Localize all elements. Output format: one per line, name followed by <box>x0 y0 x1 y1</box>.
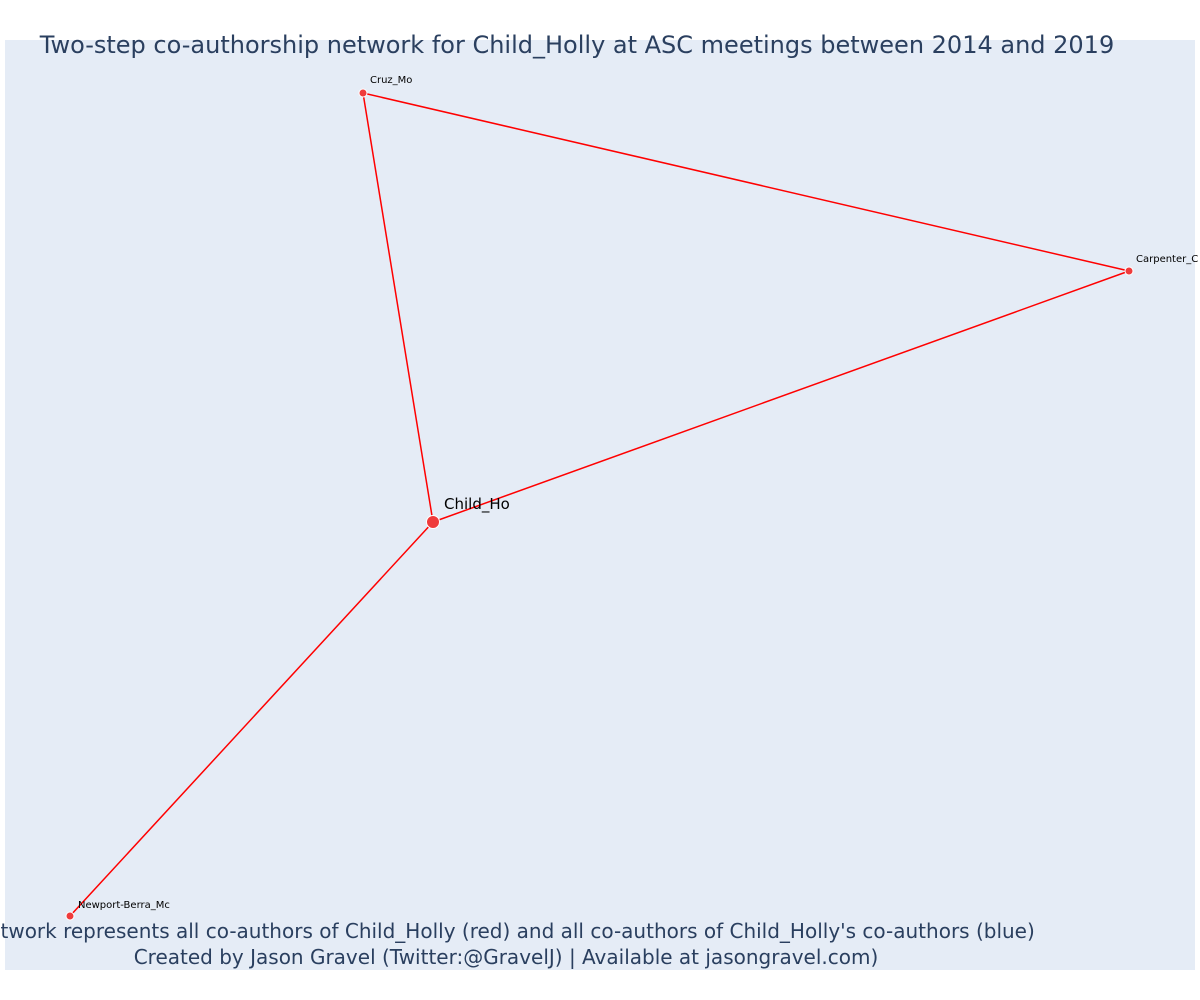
nodes-layer: Child_Ho Cruz_Mo Carpenter_C Newport-Berra_… <box>65 75 1198 921</box>
node-child[interactable] <box>426 515 440 529</box>
edge-cruz-carpenter <box>362 92 1130 272</box>
node-cruz[interactable] <box>358 88 368 98</box>
edge-child-newport <box>69 521 434 917</box>
plot-background <box>5 40 1195 970</box>
node-newport[interactable] <box>65 911 75 921</box>
node-carpenter[interactable] <box>1124 266 1134 276</box>
node-label-newport: Newport-Berra_Mc <box>78 900 170 911</box>
edges-layer <box>69 92 1130 917</box>
node-label-cruz: Cruz_Mo <box>370 75 412 86</box>
edge-cruz-child <box>362 92 434 523</box>
node-label-child: Child_Ho <box>444 495 510 514</box>
annotation-line-1: Network represents all co-authors of Chi… <box>0 919 1035 943</box>
edge-carpenter-child <box>432 270 1130 523</box>
chart-title: Two-step co-authorship network for Child… <box>39 31 1114 59</box>
annotation-line-2: Created by Jason Gravel (Twitter:@Gravel… <box>134 945 879 969</box>
node-label-carpenter: Carpenter_C <box>1136 254 1198 265</box>
